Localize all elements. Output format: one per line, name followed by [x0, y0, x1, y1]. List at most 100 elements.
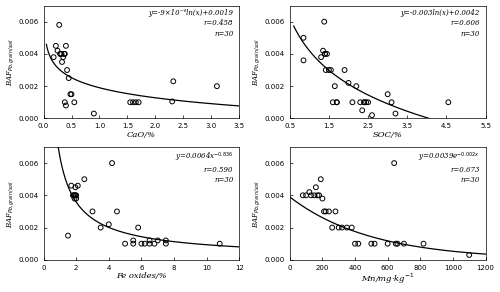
Y-axis label: BAF$_{Pb,grain/soil}$: BAF$_{Pb,grain/soil}$ — [252, 38, 264, 86]
Point — [320, 209, 328, 214]
Point — [321, 52, 329, 56]
Point — [332, 209, 340, 214]
Point — [146, 241, 154, 246]
Point — [64, 76, 72, 80]
Point — [70, 100, 78, 105]
Point — [70, 193, 78, 198]
X-axis label: SOC/%: SOC/% — [372, 131, 402, 139]
Point — [61, 52, 69, 56]
Point — [325, 68, 333, 72]
Y-axis label: BAF$_{Pb,grain/soil}$: BAF$_{Pb,grain/soil}$ — [6, 179, 17, 227]
Point — [52, 44, 60, 48]
Point — [129, 100, 137, 105]
Text: y=-0.003ln(x)+0.0042
r=0.606
n=30: y=-0.003ln(x)+0.0042 r=0.606 n=30 — [400, 9, 479, 38]
Point — [320, 19, 328, 24]
Point — [62, 103, 70, 108]
Point — [317, 177, 325, 182]
Text: y=0.0064x$^{-0.836}$
r=0.590
n=30: y=0.0064x$^{-0.836}$ r=0.590 n=30 — [175, 150, 234, 185]
Point — [321, 52, 329, 56]
Point — [60, 52, 68, 56]
Point — [108, 161, 116, 166]
Point — [55, 22, 63, 27]
Point — [62, 44, 70, 48]
Point — [50, 55, 58, 60]
Point — [344, 81, 352, 85]
Point — [310, 193, 318, 198]
Point — [68, 92, 76, 97]
Point — [72, 196, 80, 201]
Point — [130, 238, 138, 243]
Point — [61, 100, 69, 105]
Point — [68, 183, 76, 188]
Point — [140, 241, 148, 246]
Point — [132, 100, 140, 105]
Point — [56, 52, 64, 56]
Point — [300, 35, 308, 40]
Point — [420, 241, 428, 246]
Text: y=-9×10⁻⁴ln(x)+0.0019
r=0.458
n=30: y=-9×10⁻⁴ln(x)+0.0019 r=0.458 n=30 — [148, 9, 234, 38]
Point — [390, 161, 398, 166]
Point — [216, 241, 224, 246]
Point — [351, 241, 359, 246]
Point — [319, 48, 327, 53]
Point — [394, 241, 402, 246]
Point — [126, 100, 134, 105]
Point — [306, 190, 314, 194]
Point — [340, 68, 348, 72]
Point — [384, 241, 392, 246]
Point — [315, 193, 323, 198]
Point — [72, 193, 80, 198]
Point — [168, 99, 176, 104]
Point — [162, 238, 170, 243]
Point — [59, 55, 67, 60]
Point — [307, 193, 315, 198]
Point — [322, 68, 330, 72]
Point — [356, 100, 364, 105]
Point — [312, 185, 320, 190]
Point — [299, 193, 307, 198]
Point — [314, 193, 322, 198]
Point — [354, 241, 362, 246]
Point — [400, 241, 408, 246]
Point — [70, 193, 78, 198]
Point — [134, 100, 142, 105]
Point — [362, 100, 370, 105]
Point — [322, 209, 330, 214]
Point — [56, 52, 64, 56]
Point — [300, 58, 308, 63]
Point — [70, 196, 78, 201]
Point — [368, 241, 376, 246]
Point — [323, 52, 331, 56]
X-axis label: Mn/mg·kg$^{-1}$: Mn/mg·kg$^{-1}$ — [361, 272, 414, 286]
Point — [72, 185, 80, 190]
Point — [113, 209, 121, 214]
Text: y=0.0039e$^{-0.002x}$
r=0.673
n=30: y=0.0039e$^{-0.002x}$ r=0.673 n=30 — [418, 150, 480, 185]
Point — [352, 84, 360, 88]
Point — [333, 100, 341, 105]
Point — [130, 241, 138, 246]
Point — [96, 225, 104, 230]
X-axis label: CaO/%: CaO/% — [127, 131, 156, 139]
Point — [138, 241, 145, 246]
Point — [465, 253, 473, 257]
Point — [63, 68, 71, 72]
Point — [370, 241, 378, 246]
Point — [88, 209, 96, 214]
Point — [64, 233, 72, 238]
Point — [318, 196, 326, 201]
Point — [358, 108, 366, 113]
Point — [343, 225, 351, 230]
Point — [368, 113, 376, 117]
Point — [388, 100, 396, 105]
Point — [58, 52, 66, 56]
Point — [69, 193, 77, 198]
Point — [146, 238, 154, 243]
Point — [162, 241, 170, 246]
Point — [317, 55, 325, 60]
Point — [392, 241, 400, 246]
Point — [329, 100, 337, 105]
Point — [154, 238, 162, 243]
Point — [325, 209, 333, 214]
Point — [338, 225, 346, 230]
Point — [134, 225, 142, 230]
